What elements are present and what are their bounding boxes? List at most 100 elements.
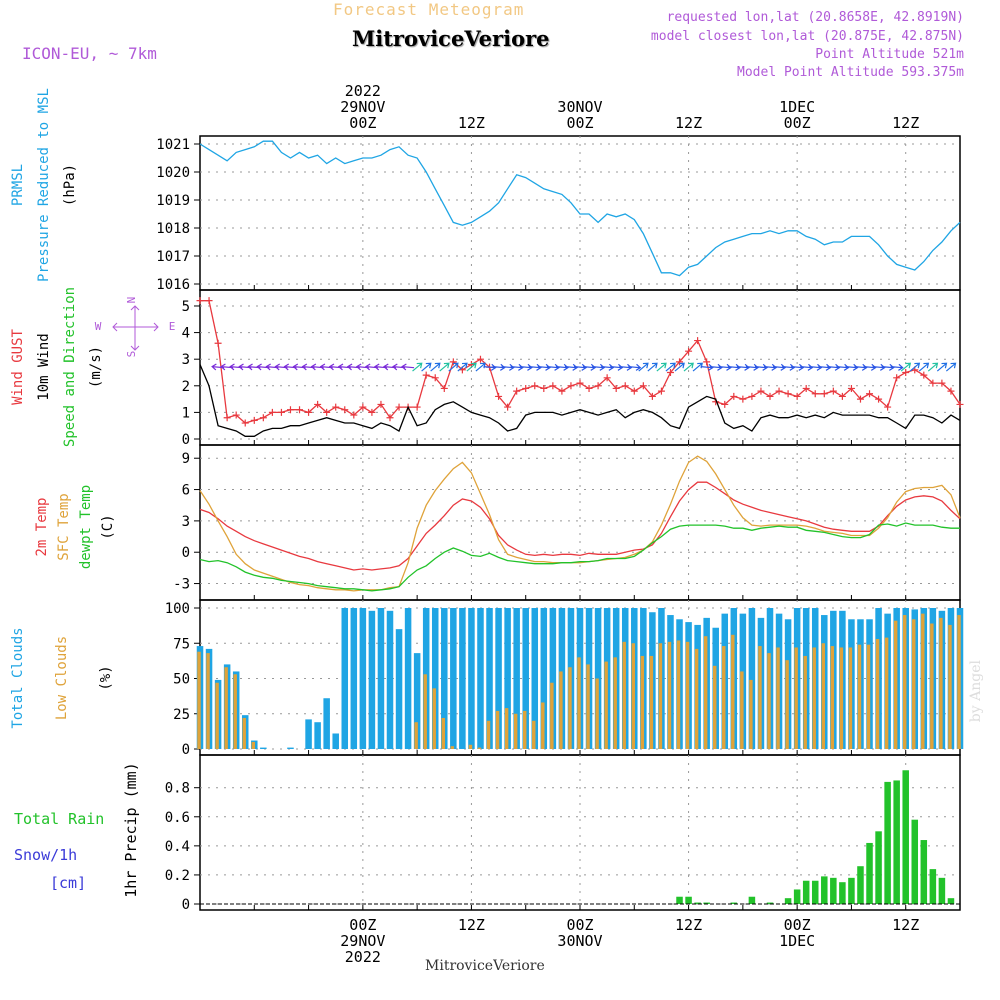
gust-point [947, 387, 955, 395]
arrow-shape [457, 362, 468, 372]
gust-point [739, 395, 747, 403]
compass-s: S [125, 351, 138, 358]
wind-direction-arrow [528, 363, 542, 371]
bar-low [902, 615, 907, 749]
bottom-time-label: 30NOV [557, 932, 602, 950]
temp-legend: dewpt Temp [78, 485, 94, 569]
bar-low [450, 746, 455, 749]
bar-rain [857, 866, 864, 904]
y-tick-label: 1 [182, 405, 190, 421]
bar-low [948, 624, 952, 749]
bar-low [541, 702, 545, 749]
wind-direction-arrow [727, 363, 741, 371]
y-tick-label: 75 [173, 636, 190, 652]
bar-low [586, 664, 590, 749]
bar-rain [802, 880, 810, 904]
bar-rain [811, 880, 819, 904]
y-tick-label: 0 [182, 545, 190, 561]
bar-rain [929, 869, 937, 904]
bar-total [495, 608, 502, 749]
wind-direction-arrow [439, 362, 450, 372]
wind-direction-arrow [945, 362, 957, 372]
arrow-shape [745, 363, 759, 371]
arrow-shape [628, 363, 642, 371]
y-tick-label: 2 [182, 379, 190, 395]
gust-point [929, 379, 937, 387]
wind-direction-arrow [836, 363, 850, 371]
arrow-shape [854, 363, 868, 371]
bar-low [513, 713, 518, 749]
wind-direction-arrow [555, 363, 569, 371]
gust-point [395, 403, 403, 411]
bottom-time-label: 00Z [566, 916, 593, 934]
gust-point [657, 387, 665, 395]
bar-low [740, 671, 744, 749]
bar-rain [730, 902, 738, 904]
arrow-shape [791, 363, 805, 371]
bar-rain [830, 877, 837, 904]
station-title: MitroviceVeriore [352, 26, 550, 51]
bar-low [884, 637, 889, 749]
clouds-legend: Total Clouds [10, 627, 26, 728]
arrow-shape [638, 362, 649, 372]
precip-legend-snow: Snow/1h [14, 846, 77, 864]
panel-clouds: 0 25 50 75 100 [165, 599, 964, 758]
pressure-legend: (hPa) [62, 164, 78, 206]
gust-point [241, 419, 249, 427]
bar-low [468, 744, 473, 749]
bar-low [568, 667, 572, 749]
bar-rain [902, 770, 909, 904]
gust-point [440, 384, 448, 392]
arrow-shape [483, 363, 497, 371]
requested-coords: requested lon,lat (20.8658E, 42.8919N) [666, 10, 964, 25]
wind-direction-arrow [448, 362, 459, 372]
wind-direction-arrow [827, 363, 841, 371]
wind-direction-arrow [909, 362, 921, 372]
y-tick-label: 6 [182, 483, 190, 499]
bar-rain [793, 889, 801, 904]
bar-low [242, 717, 246, 749]
y-tick-label: 100 [165, 601, 190, 617]
bar-low [622, 641, 626, 749]
bar-rain [703, 902, 710, 904]
wind-direction-arrow [927, 362, 939, 372]
bottom-time-label: 12Z [675, 916, 702, 934]
bar-total [486, 608, 493, 749]
bar-low [640, 655, 645, 749]
gust-point [314, 400, 322, 408]
arrow-shape [610, 363, 624, 371]
temp-legend: SFC Temp [56, 493, 72, 560]
wind-direction-arrow [845, 363, 859, 371]
bar-low [848, 647, 853, 749]
bar-low [939, 617, 943, 749]
bar-low [676, 640, 681, 749]
gust-point [956, 400, 964, 408]
gust-point [793, 392, 801, 400]
gust-point [757, 387, 765, 395]
pressure-legend: PRMSL [10, 164, 26, 206]
wind-direction-arrow [863, 363, 877, 371]
bar-low [830, 646, 835, 749]
wind-direction-arrow [683, 362, 694, 372]
gust-point [259, 414, 267, 422]
bar-rain [748, 896, 756, 904]
bar-low [215, 682, 219, 749]
bar-total [260, 747, 267, 749]
wind-legend: 10m Wind [36, 333, 52, 400]
bar-total [413, 653, 421, 749]
precip-axis-label: 1hr Precip (mm) [122, 762, 140, 897]
arrow-shape [936, 362, 948, 372]
gust-point [214, 339, 222, 347]
bar-low [522, 710, 527, 749]
bar-total [477, 608, 484, 749]
bar-low [749, 679, 753, 749]
bar-rain [821, 876, 828, 904]
bar-rain [676, 896, 683, 904]
bar-low [504, 708, 509, 749]
top-time-label: 2022 [345, 82, 381, 100]
arrow-shape [736, 363, 750, 371]
panel-wind: 0 1 2 3 4 5 [182, 289, 964, 448]
wind-direction-arrow [745, 363, 759, 371]
bar-low [224, 667, 228, 749]
arrow-shape [763, 363, 777, 371]
